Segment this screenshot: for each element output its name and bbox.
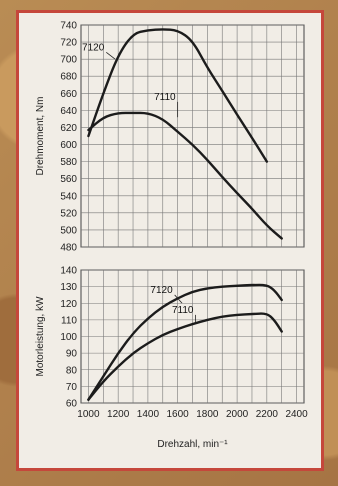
y-tick-label: 680 <box>60 72 77 83</box>
y-tick-label: 720 <box>60 38 77 49</box>
x-axis-label: Drehzahl, min⁻¹ <box>157 439 228 450</box>
y-tick-label: 120 <box>60 299 77 310</box>
y-tick-label: 80 <box>66 365 78 376</box>
y-tick-label: 620 <box>60 123 77 134</box>
y-tick-label: 130 <box>60 282 77 293</box>
y-tick-label: 520 <box>60 208 77 219</box>
series-line-7120 <box>87 28 269 163</box>
series-leader-7120 <box>106 52 116 60</box>
y-tick-label: 600 <box>60 140 77 151</box>
x-tick-label: 1600 <box>167 409 190 420</box>
y-tick-label: 740 <box>60 21 77 32</box>
y-tick-label: 580 <box>60 157 77 168</box>
y-tick-label: 60 <box>66 399 78 410</box>
x-tick-label: 2400 <box>285 409 308 420</box>
series-label-7110: 7110 <box>172 305 194 316</box>
y-tick-label: 100 <box>60 332 77 343</box>
chart-panel: 480 500 520 540 560 580 600 620 640 660 680 700 720 7… <box>16 10 324 471</box>
series-label-7120: 7120 <box>82 42 105 53</box>
series-label-7110: 7110 <box>154 92 176 103</box>
x-tick-label: 2200 <box>256 409 279 420</box>
y-axis-label: Drehmoment, Nm <box>35 97 46 176</box>
series-label-7120: 7120 <box>150 285 173 296</box>
y-tick-label: 110 <box>61 315 77 326</box>
y-tick-label: 660 <box>60 89 77 100</box>
x-tick-label: 1000 <box>77 409 100 420</box>
y-tick-label: 90 <box>66 349 78 360</box>
y-axis-label: Motorleistung, kW <box>35 296 46 377</box>
x-tick-label: 2000 <box>226 409 249 420</box>
y-tick-label: 560 <box>60 174 77 185</box>
x-tick-label: 1400 <box>137 409 160 420</box>
y-tick-label: 70 <box>66 382 78 393</box>
x-tick-label: 1200 <box>107 409 130 420</box>
series-leader-7120 <box>174 294 183 304</box>
series-line-7110 <box>87 111 283 240</box>
y-tick-label: 140 <box>60 266 77 277</box>
series-line-7120 <box>87 283 283 401</box>
y-tick-label: 480 <box>60 243 77 254</box>
chart-svg: 480 500 520 540 560 580 600 620 640 660 680 700 720 7… <box>35 21 308 451</box>
y-tick-label: 640 <box>60 106 77 117</box>
y-tick-label: 700 <box>60 55 77 66</box>
y-tick-label: 540 <box>60 191 77 202</box>
y-tick-label: 500 <box>60 225 77 236</box>
series-line-7110 <box>87 312 283 401</box>
x-tick-label: 1800 <box>196 409 219 420</box>
